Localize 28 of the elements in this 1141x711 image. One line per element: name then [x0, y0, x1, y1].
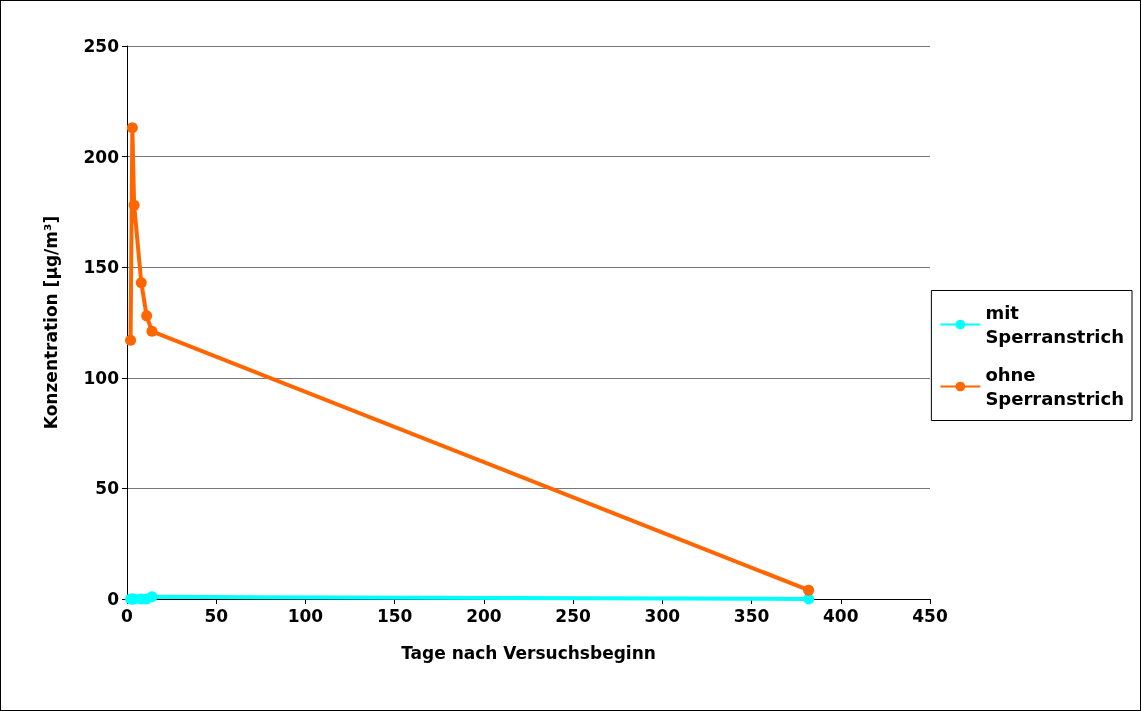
- x-tick-label: 350: [733, 605, 770, 626]
- y-tick-label: 50: [95, 478, 120, 499]
- y-axis-title: Konzentration [µg/m³]: [40, 215, 61, 430]
- x-tick-label: 100: [287, 605, 324, 626]
- legend-label: ohne Sperranstrich: [985, 364, 1124, 409]
- x-axis-title: Tage nach Versuchsbeginn: [401, 642, 656, 663]
- y-tick-label: 100: [83, 367, 120, 388]
- point: [146, 591, 158, 603]
- x-tick-label: 450: [912, 605, 948, 626]
- point: [135, 277, 147, 289]
- x-tick-label: 300: [644, 605, 681, 626]
- point: [803, 584, 815, 596]
- x-tick-label: 200: [466, 605, 502, 626]
- legend-label: mit Sperranstrich: [985, 302, 1124, 347]
- point: [126, 122, 138, 134]
- x-tick-label: 50: [204, 605, 229, 626]
- y-tick-label: 200: [83, 146, 120, 167]
- point: [141, 310, 153, 322]
- x-tick-label: 150: [376, 605, 413, 626]
- y-tick-label: 0: [107, 589, 120, 609]
- point: [146, 325, 158, 337]
- point: [125, 334, 137, 346]
- y-tick-label: 250: [83, 36, 120, 56]
- point: [128, 199, 140, 211]
- y-tick-label: 150: [83, 257, 120, 278]
- x-tick-label: 400: [823, 605, 859, 626]
- x-tick-label: 250: [555, 605, 592, 626]
- x-tick-label: 0: [121, 605, 134, 626]
